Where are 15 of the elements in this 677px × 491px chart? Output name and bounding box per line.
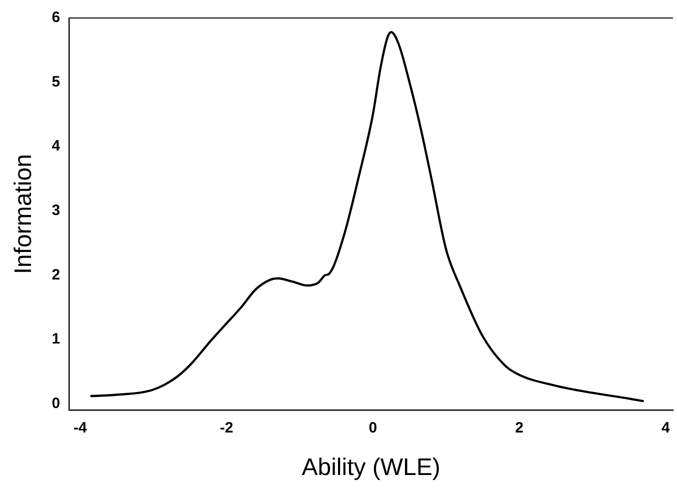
y-tick-label: 4 xyxy=(52,138,61,155)
x-tick-label: -4 xyxy=(73,419,88,436)
y-tick-label: 1 xyxy=(52,330,60,348)
x-tick-label: 2 xyxy=(515,419,524,436)
x-tick-label: 4 xyxy=(662,419,671,436)
y-axis-title: Information xyxy=(10,154,38,274)
x-tick-label: 0 xyxy=(368,419,378,436)
x-tick-label: -2 xyxy=(220,419,234,436)
y-tick-label: 3 xyxy=(52,202,60,220)
line-series xyxy=(89,31,645,402)
y-tick-label: 6 xyxy=(52,9,60,26)
x-axis-title: Ability (WLE) xyxy=(302,454,440,482)
y-tick-label: 5 xyxy=(52,73,60,90)
y-tick-label: 2 xyxy=(52,266,60,284)
y-tick-label: 0 xyxy=(52,394,60,412)
